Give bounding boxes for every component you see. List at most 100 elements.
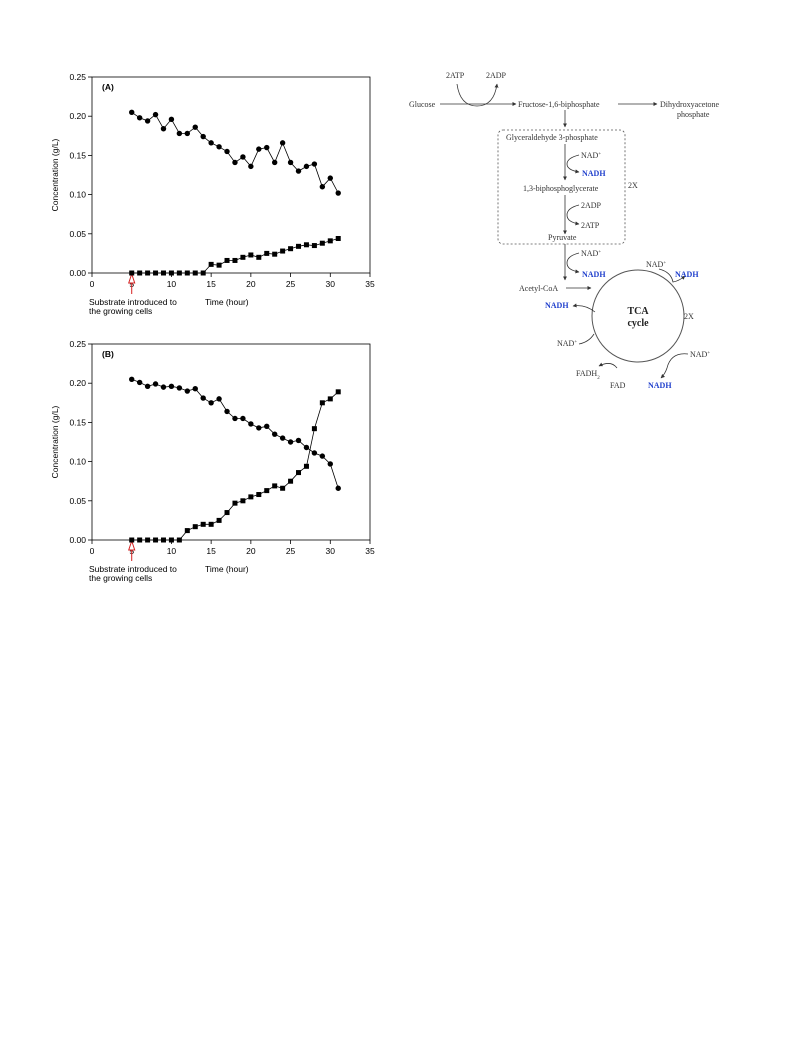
series-2-point	[296, 243, 302, 249]
series-2-point	[216, 517, 222, 523]
series-2-point	[184, 528, 190, 534]
series-2-point	[160, 270, 166, 276]
x-tick-label: 10	[167, 279, 177, 289]
series-1-point	[335, 190, 341, 196]
tca-cycle-circle	[591, 269, 685, 363]
series-1-point	[144, 383, 151, 390]
series-2-point	[200, 521, 206, 527]
series-2-point	[240, 498, 246, 504]
series-1-point	[152, 111, 159, 118]
nad-label-1: NAD+	[581, 151, 601, 160]
nadh-label-2: NADH	[582, 270, 606, 279]
series-2-point	[319, 400, 325, 406]
series-1-point	[144, 118, 151, 124]
series-2-point	[335, 389, 341, 395]
series-1-point	[200, 133, 206, 140]
series-2-point	[232, 500, 238, 506]
annotation-text: the growing cells	[89, 306, 152, 316]
series-2-point	[137, 537, 143, 543]
nad-label-5: NAD+	[690, 350, 710, 359]
series-1-point	[176, 130, 183, 137]
repeat-2x-label: 2X	[628, 181, 638, 190]
series-2-point	[184, 270, 190, 276]
series-2-point	[303, 242, 309, 248]
series-2-point	[137, 270, 143, 276]
nadh-label-5: NADH	[648, 381, 672, 390]
series-2-point	[288, 478, 294, 484]
series-2-point	[145, 270, 151, 276]
metabolic-pathway-diagram: 2ATP 2ADP Glucose Fructose-1,6-biphospha…	[409, 71, 720, 390]
x-tick-label: 15	[206, 279, 216, 289]
bpg-label: 1,3-biphosphoglycerate	[523, 184, 599, 193]
series-2-point	[311, 426, 317, 432]
series-2-point	[176, 270, 182, 276]
series-2-point	[192, 270, 198, 276]
series-2-point	[327, 238, 333, 244]
series-2-point	[168, 270, 174, 276]
plot-frame	[91, 76, 371, 274]
nad-label-4: NAD+	[557, 339, 577, 348]
series-2-point	[145, 537, 151, 543]
nadh-label-3: NADH	[675, 270, 699, 279]
nad-nadh-arrow-1	[566, 154, 580, 174]
series-2-point	[272, 483, 278, 489]
y-axis-label: Concentration (g/L)	[50, 138, 60, 211]
g3p-label: Glyceraldehyde 3-phosphate	[506, 133, 598, 142]
series-1-point	[303, 444, 310, 451]
adp-label-2: 2ADP	[581, 201, 602, 210]
series-2-point	[240, 254, 246, 260]
series-2-point	[296, 470, 302, 476]
annotation-text: Substrate introduced to	[89, 564, 177, 574]
series-1-point	[224, 408, 230, 415]
series-2-point	[208, 261, 214, 267]
series-1-point	[136, 379, 143, 386]
series-2-point	[256, 254, 262, 260]
atp-adp-arrow	[456, 83, 499, 107]
fad-fadh2-arrow	[598, 362, 618, 369]
chart-panel-2: 0.000.050.100.150.200.2505101520253035Co…	[50, 339, 375, 583]
series-2-point	[248, 494, 254, 500]
series-1-point	[168, 383, 175, 390]
fad-label: FAD	[610, 381, 626, 390]
series-1-point	[279, 435, 286, 441]
series-2-point	[327, 396, 333, 402]
repeat-box	[497, 129, 626, 245]
x-tick-label: 35	[365, 546, 375, 556]
series-1-point	[208, 400, 214, 406]
series-2-point	[288, 246, 294, 252]
series-1-point	[240, 154, 246, 160]
nad-nadh-arrow-5	[660, 353, 689, 379]
series-1-point	[311, 161, 318, 167]
atp-input-label: 2ATP	[446, 71, 465, 80]
series-1-point	[287, 159, 294, 166]
series-1-point	[129, 109, 135, 115]
series-2-point	[280, 248, 286, 254]
series-2-point	[264, 250, 270, 256]
series-1-point	[248, 421, 254, 427]
series-1-point	[248, 163, 254, 170]
series-1-point	[287, 439, 294, 445]
y-tick-label: 0.00	[69, 268, 86, 278]
annotation-text: Substrate introduced to	[89, 297, 177, 307]
series-2-point	[176, 537, 182, 543]
fadh2-label: FADH2	[576, 369, 600, 381]
x-axis-label: Time (hour)	[205, 297, 249, 307]
series-1-point	[319, 453, 326, 459]
series-2-point	[311, 243, 317, 249]
x-tick-label: 20	[246, 279, 256, 289]
series-2-point	[224, 510, 230, 516]
tca-label-line1: TCA	[627, 306, 649, 317]
series-1-point	[335, 485, 341, 491]
y-tick-label: 0.10	[69, 190, 86, 200]
y-tick-label: 0.25	[69, 72, 86, 82]
tca-label-line2: cycle	[627, 318, 649, 329]
annotation-arrow-head	[128, 272, 136, 284]
series-2-point	[153, 270, 159, 276]
y-tick-label: 0.20	[69, 111, 86, 121]
adp-output-label: 2ADP	[486, 71, 507, 80]
series-1-point	[319, 184, 326, 190]
nadh-arrow-4	[572, 303, 596, 313]
acetylcoa-label: Acetyl-CoA	[519, 284, 558, 293]
series-2-point	[256, 492, 262, 498]
series-1-point	[311, 450, 318, 456]
